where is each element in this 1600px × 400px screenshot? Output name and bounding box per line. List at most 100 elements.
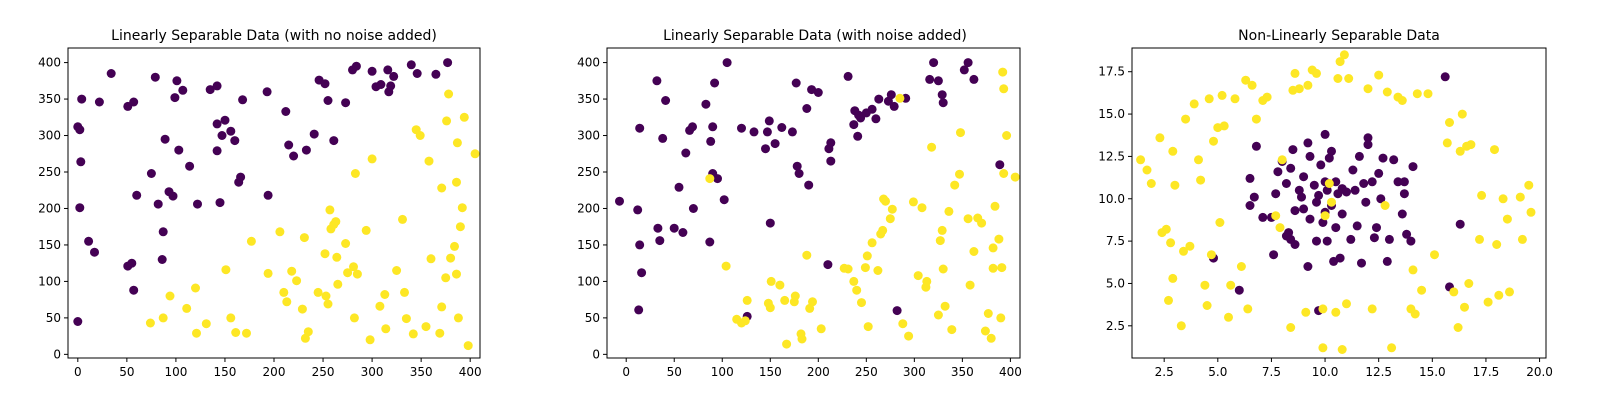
scatter-point-class-1 (191, 283, 200, 293)
scatter-point-class-0 (178, 85, 188, 95)
scatter-point-class-1 (1247, 80, 1257, 90)
x-tick-label: 5.0 (1208, 365, 1227, 379)
scatter-point-class-1 (950, 180, 960, 190)
scatter-point-class-1 (775, 280, 785, 290)
scatter-point-class-1 (1206, 250, 1216, 260)
y-tick-label: 7.5 (1106, 234, 1125, 248)
scatter-point-class-1 (742, 295, 752, 305)
scatter-point-class-0 (73, 317, 83, 326)
scatter-point-class-0 (1305, 214, 1315, 224)
scatter-point-class-0 (892, 306, 902, 316)
scatter-point-class-0 (1234, 285, 1244, 295)
y-tick-label: 15.0 (1098, 107, 1125, 121)
scatter-point-class-0 (1303, 262, 1313, 271)
scatter-point-class-0 (792, 161, 802, 171)
scatter-point-class-1 (1442, 138, 1452, 148)
scatter-point-class-1 (452, 269, 461, 279)
y-tick-label: 250 (38, 165, 61, 179)
scatter-point-class-0 (84, 236, 94, 246)
x-tick-label: 20.0 (1526, 365, 1553, 379)
scatter-point-class-0 (376, 80, 386, 89)
scatter-point-class-1 (852, 285, 862, 295)
scatter-point-class-1 (983, 309, 993, 318)
scatter-point-class-1 (463, 341, 473, 351)
scatter-point-class-0 (867, 104, 877, 114)
scatter-point-class-0 (637, 268, 647, 278)
scatter-point-class-0 (705, 237, 715, 247)
scatter-point-class-1 (1318, 304, 1328, 314)
scatter-point-class-0 (1378, 153, 1388, 163)
x-tick-label: 0 (622, 365, 630, 379)
scatter-point-class-1 (1226, 280, 1236, 290)
scatter-point-class-0 (146, 169, 156, 178)
x-tick-label: 0 (74, 365, 82, 379)
scatter-point-class-1 (1176, 321, 1186, 331)
scatter-point-class-1 (1342, 299, 1351, 309)
scatter-point-class-1 (938, 264, 948, 274)
scatter-point-class-1 (408, 329, 418, 339)
scatter-point-class-0 (323, 96, 333, 105)
scatter-point-class-1 (1483, 297, 1493, 307)
scatter-point-class-0 (823, 260, 833, 270)
scatter-point-class-1 (1382, 87, 1392, 97)
scatter-point-class-1 (424, 156, 434, 166)
x-tick-label: 2.5 (1155, 365, 1174, 379)
scatter-point-class-0 (1322, 185, 1332, 195)
scatter-point-class-0 (75, 203, 85, 213)
scatter-point-class-0 (1258, 212, 1268, 222)
scatter-point-class-1 (895, 93, 905, 103)
scatter-point-class-0 (236, 172, 246, 182)
scatter-point-class-1 (1230, 94, 1240, 104)
scatter-point-class-0 (1249, 192, 1259, 202)
scatter-point-class-0 (1397, 209, 1407, 219)
y-tick-label: 2.5 (1106, 319, 1125, 333)
scatter-point-class-0 (777, 123, 787, 132)
scatter-point-class-1 (165, 291, 175, 301)
scatter-point-class-1 (1136, 155, 1146, 165)
scatter-point-class-1 (1241, 75, 1251, 85)
scatter-point-class-0 (1363, 140, 1373, 150)
scatter-point-class-1 (441, 273, 451, 283)
x-tick-label: 17.5 (1473, 365, 1500, 379)
scatter-point-class-1 (988, 263, 998, 273)
scatter-point-class-1 (1166, 238, 1176, 248)
scatter-point-class-1 (766, 276, 776, 286)
scatter-point-class-1 (1363, 84, 1373, 94)
scatter-point-class-1 (381, 324, 391, 334)
scatter-point-class-1 (145, 318, 155, 328)
plot-frame (606, 47, 1021, 359)
y-tick-label: 400 (38, 56, 61, 70)
scatter-point-class-1 (878, 225, 888, 235)
x-tick-label: 300 (361, 365, 384, 379)
scatter-point-class-0 (320, 79, 330, 89)
scatter-point-class-1 (913, 271, 923, 281)
scatter-point-class-0 (1320, 129, 1330, 139)
scatter-point-class-1 (453, 313, 463, 323)
scatter-point-class-1 (321, 291, 331, 301)
scatter-point-class-1 (444, 89, 454, 99)
y-tick-label: 400 (577, 56, 600, 70)
scatter-point-class-1 (415, 131, 425, 140)
scatter-point-class-1 (944, 206, 954, 216)
scatter-point-class-0 (969, 74, 979, 84)
scatter-point-class-1 (333, 279, 343, 289)
scatter-point-class-0 (710, 78, 720, 88)
scatter-point-class-1 (802, 250, 812, 260)
scatter-point-class-1 (343, 268, 353, 278)
scatter-point-class-1 (843, 264, 853, 274)
scatter-point-class-1 (1142, 165, 1152, 175)
scatter-point-class-1 (873, 266, 883, 275)
scatter-point-class-0 (1382, 256, 1392, 266)
plot-frame (1131, 47, 1547, 359)
scatter-point-class-0 (681, 148, 691, 158)
scatter-point-class-1 (904, 331, 914, 341)
scatter-point-class-1 (1262, 92, 1272, 102)
scatter-point-class-1 (965, 280, 975, 290)
scatter-point-class-1 (1155, 133, 1165, 143)
scatter-point-class-0 (220, 115, 230, 125)
scatter-point-class-1 (221, 265, 231, 275)
scatter-point-class-0 (153, 199, 163, 209)
scatter-point-class-1 (1460, 302, 1469, 312)
scatter-point-class-1 (349, 313, 359, 323)
scatter-point-class-1 (1010, 172, 1020, 182)
